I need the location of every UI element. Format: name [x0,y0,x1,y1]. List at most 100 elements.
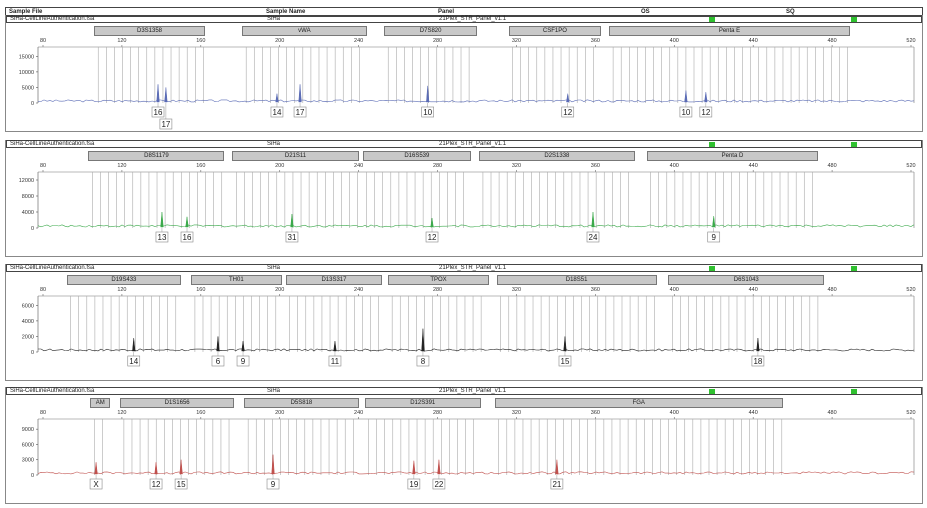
allele-label: 8 [421,357,426,366]
allele-label: 12 [152,480,161,489]
peak [154,462,158,475]
y-tick-label: 0 [31,226,34,232]
allele-label-box [159,118,173,130]
y-tick-label: 2000 [22,334,34,340]
x-tick-label: 480 [827,287,836,293]
marker-label-d3s1358[interactable]: D3S1358 [94,26,205,36]
sample-row[interactable]: SiHa-CellLineAuthentication.fsa SiHa 21Ple… [6,387,922,395]
peak [333,341,337,352]
x-tick-label: 160 [196,38,205,44]
x-tick-label: 160 [196,163,205,169]
marker-label-penta-e[interactable]: Penta E [609,26,850,36]
y-tick-label: 0 [31,101,34,107]
allele-label-box [707,231,721,243]
os-status-indicator [709,266,715,271]
allele-label: 11 [331,357,340,366]
marker-label-d5s818[interactable]: D5S818 [244,398,359,408]
marker-label-d2s1338[interactable]: D2S1338 [478,151,635,161]
allele-label-box [561,106,575,118]
x-tick-label: 360 [591,287,600,293]
sample-row[interactable]: SiHa-CellLineAuthentication.fsa SiHa 21Ple… [6,264,922,272]
sample-name: SiHa [267,16,281,22]
peak [179,459,183,475]
marker-label-penta-d[interactable]: Penta D [646,151,819,161]
electropherogram-panel: SiHa-CellLineAuthentication.fsa SiHa 21Ple… [5,140,923,257]
peak [275,93,279,103]
x-tick-label: 120 [117,410,126,416]
x-tick-label: 520 [906,163,915,169]
allele-label-box [180,231,194,243]
x-tick-label: 320 [512,287,521,293]
allele-label-box [407,478,421,490]
x-tick-label: 280 [433,38,442,44]
peak [412,460,416,475]
sample-row[interactable]: SiHa-CellLineAuthentication.fsa SiHa 21Ple… [6,140,922,148]
x-tick-label: 200 [275,287,284,293]
baseline-trace [37,471,915,475]
x-tick-label: 280 [433,410,442,416]
x-tick-label: 480 [827,410,836,416]
allele-label: 12 [563,108,572,117]
panel-name: 21Plex_STR_Panel_v1.1 [439,141,507,147]
marker-label-d1s1656[interactable]: D1S1656 [119,398,235,408]
x-tick-label: 480 [827,163,836,169]
allele-label: 9 [271,480,276,489]
col-sample-file[interactable]: Sample File [9,9,43,15]
marker-label-th01[interactable]: TH01 [190,275,282,285]
x-tick-label: 360 [591,163,600,169]
panel-name: 21Plex_STR_Panel_v1.1 [439,265,507,271]
marker-label-d13s317[interactable]: D13S317 [285,275,383,285]
marker-label-d8s1179[interactable]: D8S1179 [88,151,225,161]
sq-status-indicator [851,389,857,394]
x-tick-label: 280 [433,287,442,293]
marker-label-csf1po[interactable]: CSF1PO [508,26,602,36]
y-tick-label: 10000 [19,70,34,76]
allele-label-box [149,478,163,490]
allele-label: 6 [216,357,221,366]
y-tick-label: 15000 [19,54,34,60]
x-tick-label: 80 [40,410,46,416]
sample-row[interactable]: SiHa-CellLineAuthentication.fsa SiHa 21Ple… [6,15,922,23]
allele-label: 15 [561,357,570,366]
allele-label: 12 [428,233,437,242]
peak [298,84,302,103]
allele-label-box [586,231,600,243]
allele-label-box [266,478,280,490]
y-tick-label: 6000 [22,303,34,309]
col-sq[interactable]: SQ [786,9,795,15]
marker-label-tpox[interactable]: TPOX [388,275,489,285]
baseline-trace [38,348,915,352]
marker-label-vwa[interactable]: vWA [242,26,367,36]
marker-label-d19s433[interactable]: D19S433 [66,275,182,285]
col-os[interactable]: OS [641,9,650,15]
marker-label-d6s1043[interactable]: D6S1043 [668,275,825,285]
marker-label-am[interactable]: AM [90,398,111,408]
y-tick-label: 8000 [22,194,34,200]
marker-label-d12s391[interactable]: D12S391 [364,398,481,408]
peak [290,213,294,228]
marker-label-d16s539[interactable]: D16S539 [362,151,472,161]
sample-file: SiHa-CellLineAuthentication.fsa [10,265,95,271]
electropherogram-chart: 80 120 160 200 240 280 320 360 400 440 480 520 0 2000… [22,287,916,367]
allele-label-box [425,231,439,243]
x-tick-label: 360 [591,410,600,416]
panel-name: 21Plex_STR_Panel_v1.1 [439,388,507,394]
x-tick-label: 80 [40,163,46,169]
col-sample-name[interactable]: Sample Name [266,9,306,15]
x-tick-label: 320 [512,163,521,169]
col-panel[interactable]: Panel [438,9,455,15]
allele-label: 19 [409,480,418,489]
marker-label-fga[interactable]: FGA [494,398,783,408]
allele-label-box [558,355,572,367]
allele-label-box [151,106,165,118]
marker-label-d7s820[interactable]: D7S820 [384,26,477,36]
marker-label-d21s11[interactable]: D21S11 [232,151,359,161]
allele-label: 16 [183,233,192,242]
sample-name: SiHa [267,388,281,394]
allele-label: 18 [753,357,762,366]
allele-label: 14 [273,108,282,117]
allele-label: 24 [589,233,598,242]
x-tick-label: 160 [196,410,205,416]
marker-label-d18s51[interactable]: D18S51 [496,275,657,285]
allele-label: 16 [154,108,163,117]
